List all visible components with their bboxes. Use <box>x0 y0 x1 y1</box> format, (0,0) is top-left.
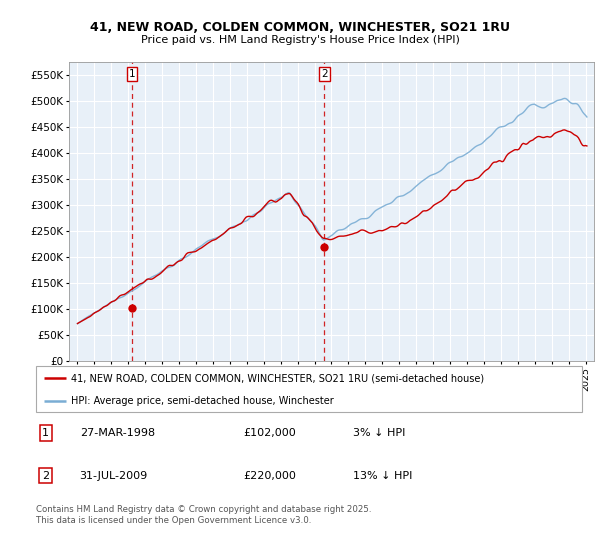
Text: HPI: Average price, semi-detached house, Winchester: HPI: Average price, semi-detached house,… <box>71 396 334 407</box>
Text: 13% ↓ HPI: 13% ↓ HPI <box>353 470 412 480</box>
Text: 2: 2 <box>321 69 328 79</box>
Text: 41, NEW ROAD, COLDEN COMMON, WINCHESTER, SO21 1RU: 41, NEW ROAD, COLDEN COMMON, WINCHESTER,… <box>90 21 510 34</box>
Text: 2: 2 <box>42 470 49 480</box>
Text: 31-JUL-2009: 31-JUL-2009 <box>80 470 148 480</box>
Text: Price paid vs. HM Land Registry's House Price Index (HPI): Price paid vs. HM Land Registry's House … <box>140 35 460 45</box>
Text: Contains HM Land Registry data © Crown copyright and database right 2025.
This d: Contains HM Land Registry data © Crown c… <box>36 505 371 525</box>
Text: 41, NEW ROAD, COLDEN COMMON, WINCHESTER, SO21 1RU (semi-detached house): 41, NEW ROAD, COLDEN COMMON, WINCHESTER,… <box>71 373 485 383</box>
Text: 3% ↓ HPI: 3% ↓ HPI <box>353 428 405 438</box>
Text: 27-MAR-1998: 27-MAR-1998 <box>80 428 155 438</box>
Text: 1: 1 <box>43 428 49 438</box>
Text: 1: 1 <box>129 69 136 79</box>
Text: £220,000: £220,000 <box>244 470 296 480</box>
Text: £102,000: £102,000 <box>244 428 296 438</box>
